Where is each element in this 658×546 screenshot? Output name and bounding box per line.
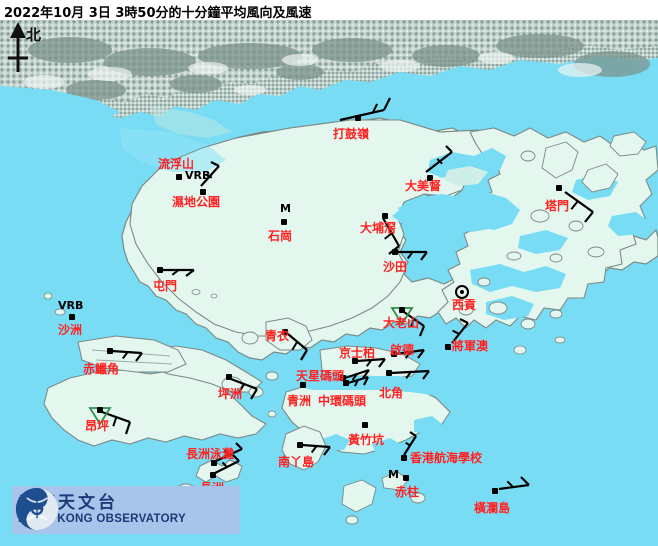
station-label: 京士柏: [339, 346, 376, 360]
station-dot: [362, 422, 368, 428]
station-dot: [97, 407, 103, 413]
station-label: 流浮山: [158, 157, 195, 171]
station-dot: [343, 380, 349, 386]
calm-circle-icon: [455, 285, 469, 299]
station-dot: [391, 351, 397, 357]
station-label: 將軍澳: [452, 339, 489, 353]
station-label: 昂坪: [85, 419, 110, 433]
north-arrow-icon: [8, 22, 28, 72]
station-label: 青洲: [287, 394, 312, 408]
station-dot: [226, 374, 232, 380]
station-label: 打鼓嶺: [333, 127, 370, 141]
station-dot: [399, 307, 405, 313]
north-label: 北: [26, 26, 42, 44]
station-label: 沙田: [383, 260, 408, 274]
station-dot: [382, 213, 388, 219]
station-label: 赤柱: [395, 485, 420, 499]
station-dot: [176, 174, 182, 180]
station-label: 赤鱲角: [83, 362, 120, 376]
station-label: 啟德: [390, 343, 415, 357]
station-label: 中環碼頭: [318, 394, 367, 408]
station-dot: [386, 370, 392, 376]
station-dot: [401, 455, 407, 461]
station-dot: [210, 472, 216, 478]
hko-logo-icon: [15, 487, 59, 531]
station-dot: [297, 442, 303, 448]
station-dot: [492, 488, 498, 494]
station-label: 坪洲: [218, 387, 243, 401]
station-label: 北角: [379, 386, 404, 400]
station-dot: [427, 175, 433, 181]
title-bar: 2022年10月 3日 3時50分的十分鐘平均風向及風速: [0, 0, 658, 21]
page-title: 2022年10月 3日 3時50分的十分鐘平均風向及風速: [4, 6, 312, 21]
manual-station-marker: M: [280, 202, 291, 215]
map-canvas[interactable]: 北 打鼓嶺 VRB 流浮山 濕地公園 大美督 塔門 M 石崗 大埔滘 沙田 屯門 VRB 沙洲 西貢 大老山…: [0, 20, 658, 546]
station-label: 西貢: [452, 298, 477, 312]
station-dot: [556, 185, 562, 191]
manual-station-marker: M: [388, 468, 399, 481]
station-dot: [355, 115, 361, 121]
station-label: 大美督: [405, 179, 442, 193]
station-dot: [107, 348, 113, 354]
station-label: 香港航海學校: [410, 451, 483, 465]
station-label: 橫瀾島: [474, 501, 511, 515]
station-dot: [352, 358, 358, 364]
station-dot: [403, 475, 409, 481]
station-label: 沙洲: [58, 323, 83, 337]
vrb-indicator: VRB: [58, 299, 84, 312]
station-label: 石崗: [268, 229, 293, 243]
station-dot: [392, 249, 398, 255]
lantau-island: [43, 369, 267, 447]
station-dot: [200, 189, 206, 195]
station-label: 南丫島: [278, 455, 315, 469]
station-dot: [157, 267, 163, 273]
station-label: 大老山: [383, 316, 420, 330]
station-label: 青衣: [265, 329, 290, 343]
map-geography: [0, 20, 658, 546]
station-label: 塔門: [545, 199, 570, 213]
station-label: 黃竹坑: [348, 433, 385, 447]
station-label: 大埔滘: [360, 221, 397, 235]
station-dot: [69, 314, 75, 320]
logo-title-en: HONG KONG OBSERVATORY: [18, 512, 186, 525]
station-dot: [211, 460, 217, 466]
station-label: 天星碼頭: [296, 369, 345, 383]
station-dot: [340, 375, 346, 381]
victoria-harbour: [296, 374, 448, 396]
station-label: 濕地公園: [172, 195, 221, 209]
hko-logo: 香港天文台 HONG KONG OBSERVATORY: [12, 486, 240, 534]
station-dot: [281, 219, 287, 225]
station-dot: [445, 344, 451, 350]
station-dot: [282, 329, 288, 335]
station-label: 屯門: [153, 279, 178, 293]
station-label: 長洲泳灘: [186, 447, 235, 461]
station-dot: [300, 382, 306, 388]
